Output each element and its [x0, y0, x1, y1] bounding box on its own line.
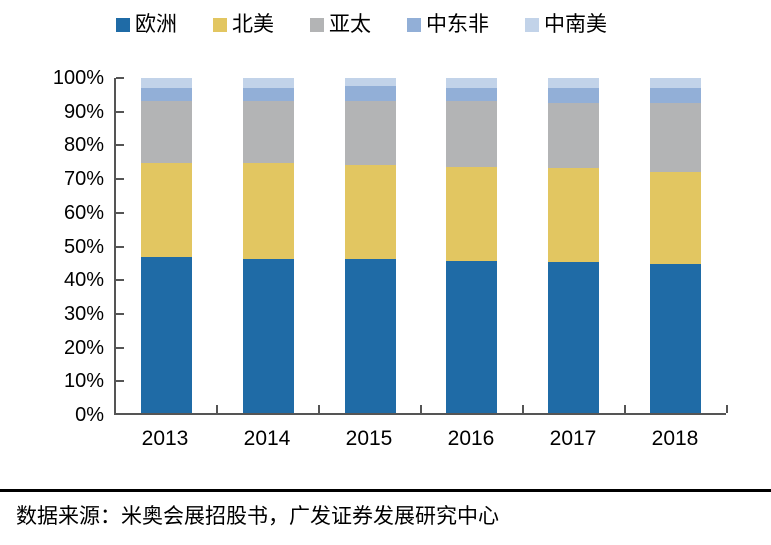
legend-label-middle-east-africa: 中东非 — [426, 12, 489, 36]
y-axis-tick-label-10pct: 10% — [63, 370, 104, 393]
y-axis-tick-mark — [116, 380, 124, 383]
legend-swatch-central-south-america — [525, 17, 539, 32]
bar-segment-central-south-america-2017 — [548, 78, 600, 89]
y-axis-tick-mark — [116, 279, 124, 282]
y-axis-tick-mark — [116, 77, 124, 79]
legend-swatch-middle-east-africa — [407, 17, 421, 32]
x-axis-tick-mark — [420, 405, 422, 413]
bar-segment-europe-2014 — [243, 258, 294, 413]
category-slot-2017 — [523, 78, 625, 413]
y-axis-tick-label-90pct: 90% — [63, 100, 104, 123]
bar-segment-north-america-2013 — [141, 163, 193, 258]
x-axis-label-2014: 2014 — [243, 427, 291, 450]
bar-segment-central-south-america-2013 — [141, 78, 193, 89]
x-axis-tick-mark — [522, 405, 524, 413]
y-axis-tick-mark — [116, 144, 124, 147]
y-axis-tick-label-20pct: 20% — [63, 336, 104, 359]
bar-segment-north-america-2014 — [243, 163, 294, 259]
bars-container — [116, 78, 726, 413]
legend-item-europe: 欧洲 — [116, 14, 177, 35]
chart-legend: 欧洲 北美 亚太 中东非 中南美 — [116, 14, 607, 35]
bar-stack-2013 — [141, 78, 193, 413]
x-axis-label-2013: 2013 — [141, 427, 189, 450]
legend-swatch-europe — [116, 17, 130, 32]
legend-item-middle-east-africa: 中东非 — [407, 14, 489, 35]
x-axis-tick-mark — [726, 405, 728, 413]
bar-segment-central-south-america-2014 — [243, 78, 294, 89]
y-axis-tick-mark — [116, 312, 124, 315]
x-axis-label-2018: 2018 — [651, 427, 699, 450]
bar-stack-2018 — [649, 78, 701, 413]
x-axis-label-2016: 2016 — [447, 427, 495, 450]
legend-item-central-south-america: 中南美 — [525, 14, 607, 35]
y-axis-tick-mark — [116, 346, 124, 349]
bar-segment-europe-2015 — [344, 258, 396, 413]
bar-segment-asia-pacific-2013 — [141, 101, 193, 164]
y-axis-tick-mark — [116, 178, 124, 181]
y-axis-tick-label-60pct: 60% — [63, 201, 104, 224]
legend-label-asia-pacific: 亚太 — [329, 12, 371, 36]
bar-segment-middle-east-africa-2017 — [548, 88, 600, 104]
y-axis-tick-label-80pct: 80% — [63, 134, 104, 157]
legend-label-central-south-america: 中南美 — [544, 12, 607, 36]
y-axis-tick-label-30pct: 30% — [63, 302, 104, 325]
category-slot-2016 — [421, 78, 523, 413]
x-axis-label-2015: 2015 — [345, 427, 393, 450]
bar-segment-europe-2018 — [649, 263, 701, 413]
bar-segment-asia-pacific-2014 — [243, 101, 294, 164]
x-axis: 2013 2014 2015 2016 2017 2018 — [114, 427, 726, 451]
y-axis-tick-label-70pct: 70% — [63, 168, 104, 191]
bar-segment-north-america-2016 — [446, 166, 498, 261]
bar-stack-2015 — [344, 78, 396, 413]
category-slot-2018 — [624, 78, 726, 413]
bar-segment-europe-2016 — [446, 260, 498, 413]
source-divider-line — [0, 489, 771, 492]
legend-item-asia-pacific: 亚太 — [310, 14, 371, 35]
y-axis-tick-label-100pct: 100% — [52, 67, 104, 89]
bar-segment-middle-east-africa-2016 — [446, 88, 498, 102]
x-axis-tick-mark — [318, 405, 320, 413]
bar-segment-asia-pacific-2016 — [446, 101, 498, 167]
legend-label-north-america: 北美 — [232, 12, 274, 36]
x-axis-label-2017: 2017 — [549, 427, 597, 450]
x-axis-tick-mark — [216, 405, 218, 413]
bar-segment-middle-east-africa-2015 — [344, 86, 396, 102]
legend-swatch-north-america — [213, 17, 227, 32]
bar-segment-europe-2013 — [141, 257, 193, 413]
bar-segment-north-america-2018 — [649, 171, 701, 264]
legend-swatch-asia-pacific — [310, 17, 324, 32]
bar-segment-central-south-america-2016 — [446, 78, 498, 89]
y-axis-tick-mark — [116, 211, 124, 214]
y-axis-tick-mark — [116, 110, 124, 113]
bar-segment-north-america-2015 — [344, 165, 396, 259]
bar-stack-2014 — [243, 78, 294, 413]
bar-segment-north-america-2017 — [548, 168, 600, 263]
y-axis-tick-mark — [116, 245, 124, 248]
bar-segment-middle-east-africa-2014 — [243, 88, 294, 102]
bar-segment-asia-pacific-2015 — [344, 101, 396, 166]
bar-segment-central-south-america-2018 — [649, 78, 701, 89]
legend-label-europe: 欧洲 — [135, 12, 177, 36]
y-axis-tick-label-40pct: 40% — [63, 269, 104, 292]
bar-segment-middle-east-africa-2018 — [649, 88, 701, 104]
legend-item-north-america: 北美 — [213, 14, 274, 35]
bar-segment-central-south-america-2015 — [344, 78, 396, 87]
x-axis-tick-mark — [624, 405, 626, 413]
category-slot-2014 — [218, 78, 320, 413]
plot-area — [114, 77, 728, 415]
y-axis-tick-label-0pct: 0% — [75, 404, 104, 426]
category-slot-2015 — [319, 78, 421, 413]
bar-stack-2016 — [446, 78, 498, 413]
bar-segment-middle-east-africa-2013 — [141, 88, 193, 102]
data-source-text: 数据来源：米奥会展招股书，广发证券发展研究中心 — [16, 504, 499, 528]
bar-segment-asia-pacific-2017 — [548, 103, 600, 169]
bar-segment-europe-2017 — [548, 262, 600, 413]
y-axis: 0% 10% 20% 30% 40% 50% 60% 70% 80% 90% 100% — [0, 67, 104, 426]
bar-segment-asia-pacific-2018 — [649, 103, 701, 172]
bar-stack-2017 — [548, 78, 600, 413]
y-axis-tick-label-50pct: 50% — [63, 235, 104, 258]
category-slot-2013 — [116, 78, 218, 413]
